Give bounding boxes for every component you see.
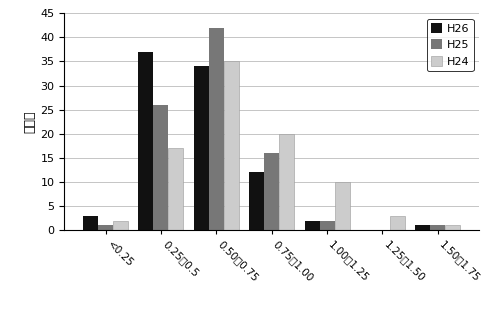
Bar [98,225,113,230]
Bar [430,225,446,230]
Bar [446,225,460,230]
Bar [138,52,154,230]
Bar [334,182,350,230]
Bar [168,148,183,230]
Bar [209,28,224,230]
Bar [83,216,98,230]
Bar [279,134,294,230]
Legend: H26, H25, H24: H26, H25, H24 [426,19,474,71]
Bar [305,221,320,230]
Bar [194,66,209,230]
Bar [390,216,405,230]
Bar [113,221,128,230]
Bar [224,62,239,230]
Bar [320,221,334,230]
Bar [264,153,279,230]
Y-axis label: 地点数: 地点数 [23,111,36,133]
Bar [249,172,264,230]
Bar [154,105,168,230]
Bar [415,225,430,230]
